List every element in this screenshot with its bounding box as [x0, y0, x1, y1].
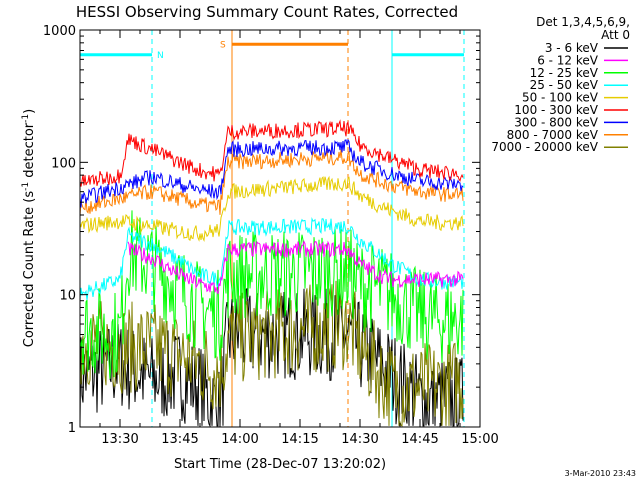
footer-date: 3-Mar-2010 23:43 — [565, 469, 636, 478]
legend-header-line2: Att 0 — [601, 28, 630, 42]
series-line-800-7000-kev-0 — [79, 149, 464, 216]
x-tick-label: 14:45 — [401, 432, 438, 447]
y-tick-label: 1 — [68, 421, 76, 436]
y-axis-label-sup2: -1 — [21, 114, 31, 123]
x-tick-label: 14:30 — [341, 432, 378, 447]
legend-header-line1: Det 1,3,4,5,6,9, — [536, 15, 630, 29]
y-axis-label-end: ) — [22, 109, 37, 114]
x-tick-label: 15:00 — [461, 432, 498, 447]
legend-label: 6 - 12 keV — [537, 53, 599, 67]
series-line-100-300-kev-0 — [79, 119, 464, 187]
legend-label: 7000 - 20000 keV — [491, 140, 598, 154]
y-axis-label-main: Corrected Count Rate (s — [22, 191, 37, 348]
x-tick-label: 14:15 — [281, 432, 318, 447]
x-tick-label: 14:00 — [221, 432, 258, 447]
legend-label: 12 - 25 keV — [530, 66, 599, 80]
y-axis-label: Corrected Count Rate (s-1 detector-1) — [21, 109, 37, 347]
saa-label: S — [220, 40, 226, 50]
y-tick-label: 1000 — [43, 24, 76, 39]
y-axis-label-sup: -1 — [21, 182, 31, 191]
x-axis-label: Start Time (28-Dec-07 13:20:02) — [174, 457, 386, 472]
legend-label: 25 - 50 keV — [530, 78, 599, 92]
series-line-6-12-kev-0 — [127, 240, 464, 295]
legend-label: 800 - 7000 keV — [507, 128, 599, 142]
series-line-300-800-kev-0 — [79, 138, 464, 208]
y-tick-label: 100 — [51, 156, 76, 171]
legend-label: 50 - 100 keV — [522, 91, 599, 105]
series-lines — [79, 119, 464, 428]
series-line-25-50-kev-0 — [79, 217, 464, 301]
x-tick-label: 13:45 — [161, 432, 198, 447]
axes: 13:30 13:45 14:00 14:15 14:30 14:45 15:00 1 10 10… — [43, 24, 499, 447]
legend-label: 3 - 6 keV — [545, 41, 599, 55]
night-label: N — [157, 51, 164, 61]
series-line-7000-20000-kev-0 — [79, 280, 464, 427]
x-tick-label: 13:30 — [101, 432, 138, 447]
legend-label: 100 - 300 keV — [514, 103, 598, 117]
legend-label: 300 - 800 keV — [514, 115, 598, 129]
series-line-50-100-kev-0 — [79, 175, 464, 242]
y-tick-label: 10 — [59, 289, 76, 304]
chart-title: HESSI Observing Summary Count Rates, Cor… — [76, 3, 458, 21]
series-line-12-25-kev-0 — [79, 210, 464, 379]
y-axis-label-mid: detector — [22, 122, 37, 182]
